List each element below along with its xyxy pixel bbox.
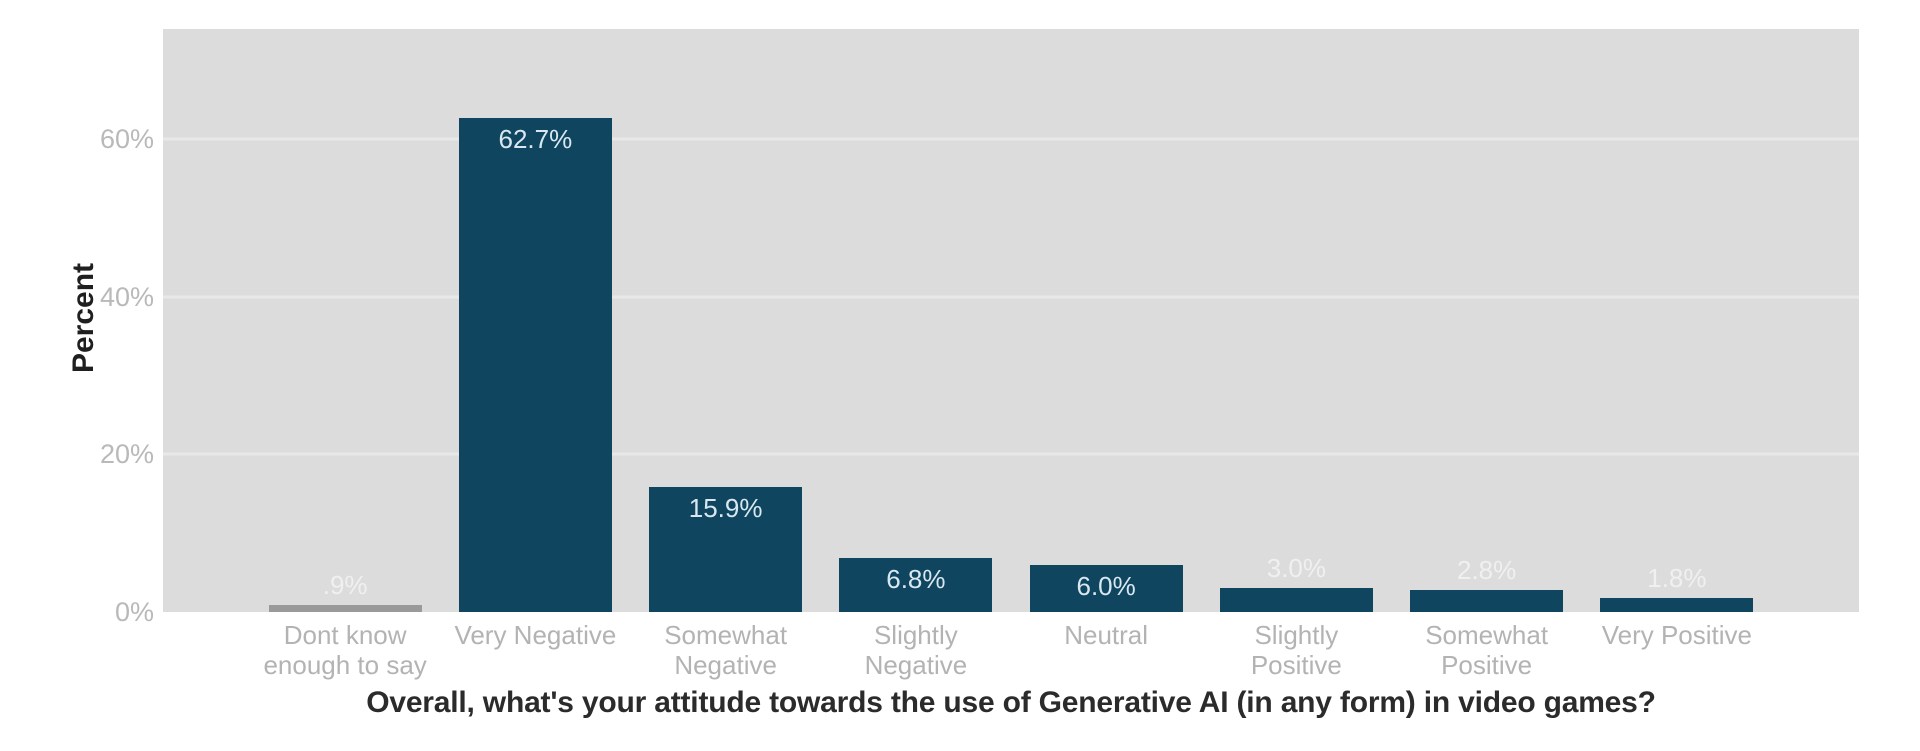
bar: [649, 486, 803, 612]
bar-value-label: 15.9%: [688, 492, 763, 523]
bar-slot: 6.0%: [1011, 29, 1201, 612]
bar-value-label: 1.8%: [1647, 562, 1707, 593]
bar-slot: 15.9%: [631, 29, 821, 612]
bar: [458, 118, 612, 612]
bar: [1029, 564, 1183, 612]
bar-value-label: 62.7%: [498, 124, 573, 155]
y-tick-label: 20%: [99, 439, 154, 470]
bar-slot: 2.8%: [1392, 29, 1582, 612]
bar-value-label: .9%: [322, 569, 368, 600]
bar: [1219, 588, 1373, 612]
category-label: Slightly Negative: [864, 620, 968, 680]
bar: [1410, 589, 1564, 612]
plot-area: .9% 62.7% 15.9% 6.8% 6.0% 3.0% 2.8% 1.8%: [163, 29, 1859, 612]
category-label: Slightly Positive: [1250, 620, 1342, 680]
category-label: Neutral: [1064, 620, 1149, 650]
category-label: Somewhat Positive: [1425, 620, 1549, 680]
bar-slot: 62.7%: [440, 29, 630, 612]
bar-value-label: 3.0%: [1266, 553, 1326, 584]
y-tick-label: 60%: [99, 124, 154, 155]
gridline: [163, 295, 1859, 299]
category-label: Very Positive: [1601, 620, 1753, 650]
y-tick-label: 0%: [114, 597, 154, 627]
bar: [268, 604, 422, 612]
bar-slot: 1.8%: [1582, 29, 1772, 612]
category-label: Somewhat Negative: [664, 620, 788, 680]
category-label: Dont know enough to say: [263, 620, 427, 680]
bar-slot: .9%: [250, 29, 440, 612]
gridline: [163, 137, 1859, 141]
category-label: Very Negative: [454, 620, 617, 650]
y-tick-label: 40%: [99, 281, 154, 312]
bar-value-label: 6.8%: [886, 564, 946, 595]
x-axis-category-labels: Dont know enough to say Very Negative Some…: [163, 620, 1859, 680]
chart-title: Overall, what's your attitude towards th…: [366, 686, 1656, 719]
y-axis-title: Percent: [67, 262, 100, 374]
bar-value-label: 2.8%: [1456, 554, 1517, 585]
bar-slot: 6.8%: [821, 29, 1011, 612]
gridline: [163, 452, 1859, 456]
bars-container: .9% 62.7% 15.9% 6.8% 6.0% 3.0% 2.8% 1.8%: [163, 29, 1859, 612]
bar: [1600, 597, 1754, 612]
bar-value-label: 6.0%: [1076, 570, 1136, 601]
bar-slot: 3.0%: [1201, 29, 1391, 612]
bar: [839, 558, 993, 612]
